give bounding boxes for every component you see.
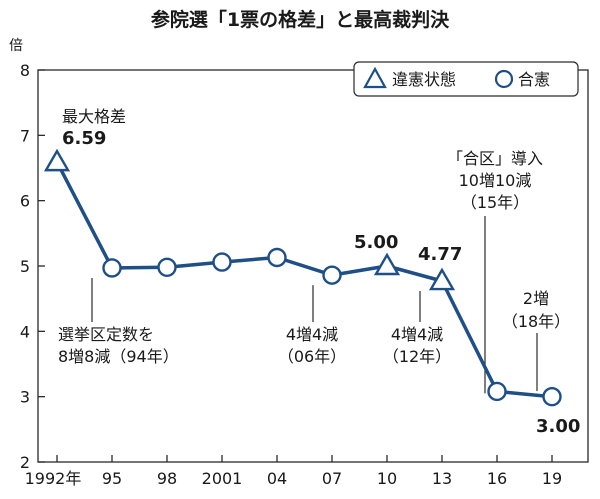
reform-15-line3: （15年） xyxy=(461,193,529,212)
y-axis-unit-label: 倍 xyxy=(9,38,23,54)
legend: 違憲状態 合憲 xyxy=(353,61,579,97)
x-tick-label: 2001 xyxy=(202,469,243,488)
circle-marker xyxy=(267,247,287,268)
x-tick-label: 95 xyxy=(102,469,122,488)
reform-12-line2: （12年） xyxy=(383,347,451,366)
y-tick-label: 4 xyxy=(20,322,30,341)
legend-box xyxy=(353,61,579,97)
y-tick-label: 2 xyxy=(20,453,30,472)
circle-marker xyxy=(487,381,507,402)
reform-94-line2: 8増8減（94年） xyxy=(58,347,179,366)
y-tick-label: 6 xyxy=(20,192,30,211)
data-markers xyxy=(43,148,562,407)
x-tick-label: 16 xyxy=(487,469,507,488)
annotations: 最大格差 6.59 5.00 4.77 3.00 選挙区定数を 8増8減（94年… xyxy=(58,107,580,437)
max-disparity-label: 最大格差 xyxy=(62,107,126,126)
value-label-2019: 3.00 xyxy=(536,416,580,437)
value-label-2013: 4.77 xyxy=(418,244,462,265)
legend-triangle-icon xyxy=(363,66,387,89)
reform-15-line2: 10増10減 xyxy=(459,171,532,190)
circle-marker xyxy=(157,257,177,278)
circle-marker xyxy=(102,258,122,278)
x-tick-label: 19 xyxy=(542,469,562,488)
legend-label-constitutional: 合憲 xyxy=(518,70,550,89)
reform-18-line2: （18年） xyxy=(502,312,570,331)
triangle-marker xyxy=(428,267,456,291)
circle-marker xyxy=(322,265,342,285)
x-tick-label: 10 xyxy=(377,469,397,488)
x-tick-label: 07 xyxy=(322,469,342,488)
reform-06-line1: 4増4減 xyxy=(286,325,338,344)
y-tick-label: 5 xyxy=(20,257,30,276)
y-tick-label: 8 xyxy=(20,61,30,80)
reform-15-line1: 「合区」導入 xyxy=(447,149,543,168)
series-line xyxy=(55,161,553,399)
x-tick-label: 04 xyxy=(267,469,287,488)
x-tick-label: 13 xyxy=(432,469,452,488)
x-tick-label: 1992年 xyxy=(25,469,82,488)
y-axis: 2 3 4 5 6 7 8 xyxy=(20,61,45,472)
triangle-marker xyxy=(43,148,71,172)
reform-12-line1: 4増4減 xyxy=(391,325,443,344)
chart-title: 参院選「1票の格差」と最高裁判決 xyxy=(151,8,450,31)
reform-06-line2: （06年） xyxy=(278,347,346,366)
annotation-leader-lines xyxy=(91,216,538,394)
value-label-1992: 6.59 xyxy=(62,128,106,149)
reform-18-line1: 2増 xyxy=(523,289,549,308)
triangle-marker xyxy=(373,252,401,276)
y-tick-label: 7 xyxy=(20,126,30,145)
x-tick-label: 98 xyxy=(157,469,177,488)
x-axis: 1992年 95 98 2001 04 07 10 13 16 19 xyxy=(25,455,562,488)
series-line-group xyxy=(55,161,553,399)
value-label-2010: 5.00 xyxy=(354,232,398,253)
circle-marker xyxy=(212,252,232,272)
y-tick-label: 3 xyxy=(20,388,30,407)
legend-circle-icon xyxy=(494,69,514,89)
legend-label-unconstitutional: 違憲状態 xyxy=(392,70,456,89)
reform-94-line1: 選挙区定数を xyxy=(58,325,154,344)
circle-marker xyxy=(542,386,562,407)
